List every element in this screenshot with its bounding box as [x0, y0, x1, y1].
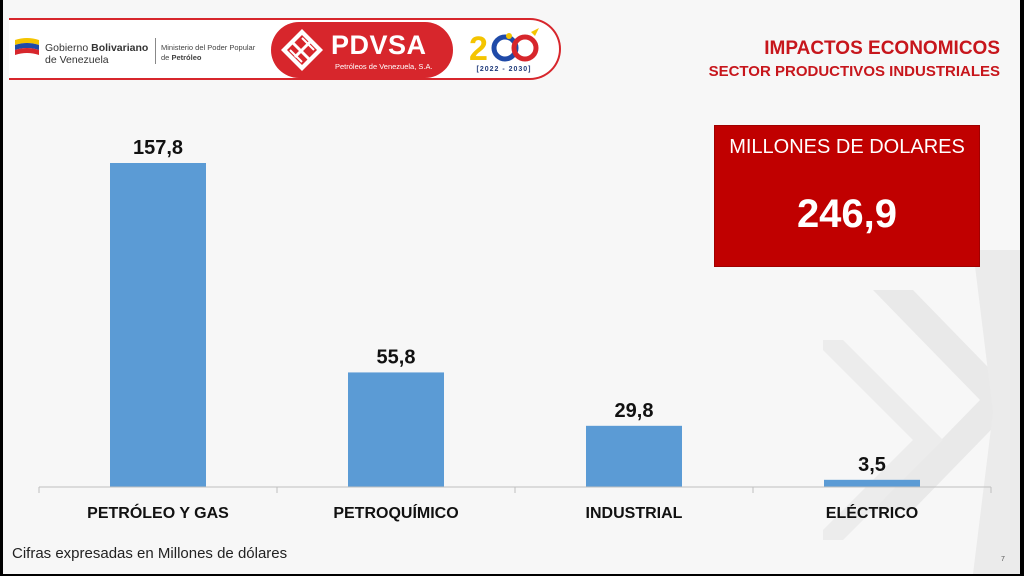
bar-value-label: 3,5	[858, 454, 886, 476]
page-title: IMPACTOS ECONOMICOS	[764, 38, 1000, 59]
svg-text:2: 2	[469, 30, 488, 66]
pdvsa-mark-icon	[281, 29, 323, 71]
venezuela-flag-icon	[15, 38, 39, 55]
bar-0	[110, 163, 206, 487]
pdvsa-wordmark: PDVSA	[331, 30, 427, 60]
slide: Gobierno Bolivariano de Venezuela Minist…	[3, 0, 1020, 574]
decorative-chevrons	[823, 250, 1020, 574]
anniversary-emblem-icon: 2	[469, 28, 539, 68]
total-box: MILLONES DE DOLARES 246,9	[714, 125, 980, 267]
category-label: INDUSTRIAL	[586, 505, 683, 522]
pdvsa-subtitle: Petróleos de Venezuela, S.A.	[335, 62, 433, 71]
divider	[155, 38, 156, 64]
anniversary-logo: 2 [2022 - 2030]	[465, 26, 545, 80]
category-label: PETROQUÍMICO	[333, 503, 458, 522]
government-name-line2: de Venezuela	[45, 54, 109, 66]
category-label: PETRÓLEO Y GAS	[87, 503, 229, 522]
bar-1	[348, 372, 444, 487]
page-subtitle: SECTOR PRODUCTIVOS INDUSTRIALES	[708, 63, 1000, 80]
total-value: 246,9	[796, 192, 898, 236]
footnote: Cifras expresadas en Millones de dólares	[12, 545, 288, 562]
government-name-line1: Gobierno Bolivariano	[45, 42, 149, 54]
bar-3	[824, 479, 920, 487]
bar-value-label: 157,8	[133, 137, 183, 159]
bar-value-label: 29,8	[615, 400, 654, 422]
total-label: MILLONES DE DOLARES	[729, 136, 965, 158]
bar-value-label: 55,8	[377, 346, 416, 368]
page-number: 7	[1001, 556, 1005, 563]
government-logo: Gobierno Bolivariano de Venezuela	[13, 34, 153, 68]
anniversary-years: [2022 - 2030]	[476, 66, 532, 73]
pdvsa-logo: PDVSA Petróleos de Venezuela, S.A.	[271, 22, 453, 78]
ministry-name-line1: Ministerio del Poder Popular	[161, 43, 256, 52]
bar-chart: 157,8 PETRÓLEO Y GAS 55,8 PETROQUÍMICO 29,8 I…	[38, 137, 992, 522]
bar-2	[586, 425, 682, 487]
category-label: ELÉCTRICO	[826, 503, 918, 522]
ministry-name-line2: de Petróleo	[161, 53, 202, 62]
